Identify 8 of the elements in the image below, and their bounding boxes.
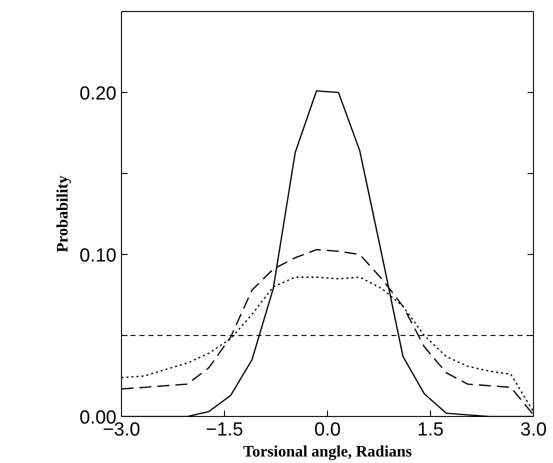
- x-tick-label: 1.5: [417, 420, 444, 440]
- x-axis-title: Torsional angle, Radians: [243, 444, 412, 460]
- y-axis-title: Probability: [54, 175, 72, 253]
- x-tick-label: 0.0: [314, 420, 341, 440]
- x-tick-label: −1.5: [206, 420, 244, 440]
- y-tick-label: 0.10: [80, 246, 117, 266]
- x-tick-label: 3.0: [520, 420, 547, 440]
- y-tick-label: 0.20: [80, 84, 117, 104]
